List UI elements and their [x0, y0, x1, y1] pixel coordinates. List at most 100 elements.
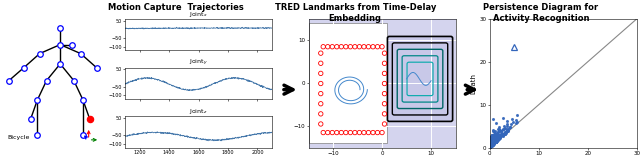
Point	[490, 136, 500, 139]
Point	[490, 130, 500, 132]
Point	[494, 129, 504, 132]
Point	[487, 144, 497, 146]
Point	[488, 143, 499, 146]
Point	[486, 135, 496, 137]
Point	[486, 143, 497, 145]
Point	[487, 142, 497, 145]
Point	[503, 129, 513, 132]
Point	[486, 144, 496, 147]
Point	[486, 143, 496, 146]
Point	[485, 145, 495, 148]
Point	[316, 82, 326, 85]
Point	[497, 133, 507, 135]
Point	[499, 133, 509, 135]
Point	[488, 118, 498, 120]
Point	[491, 139, 501, 142]
Point	[490, 139, 500, 142]
Point	[502, 122, 512, 125]
Point	[490, 141, 500, 143]
Point	[498, 133, 508, 135]
Point	[318, 131, 328, 134]
Point	[496, 133, 506, 135]
Point	[484, 146, 495, 149]
Point	[485, 139, 495, 142]
Point	[491, 139, 501, 141]
Point	[493, 134, 504, 137]
Point	[486, 141, 497, 144]
Point	[336, 46, 346, 48]
Point	[485, 141, 495, 143]
Point	[499, 131, 509, 133]
Point	[486, 145, 497, 147]
Point	[487, 134, 497, 136]
Point	[499, 128, 509, 131]
Point	[501, 131, 511, 133]
Point	[489, 140, 499, 143]
Point	[497, 132, 508, 134]
Point	[493, 137, 504, 140]
Point	[488, 143, 498, 145]
Point	[350, 131, 360, 134]
Point	[485, 143, 495, 146]
Point	[488, 141, 498, 144]
Point	[484, 144, 495, 147]
Point	[487, 142, 497, 145]
Point	[491, 140, 501, 143]
Point	[488, 143, 498, 146]
Point	[486, 144, 497, 146]
Point	[492, 139, 502, 141]
Point	[486, 136, 497, 138]
Point	[496, 135, 506, 137]
Point	[488, 143, 499, 145]
Point	[486, 145, 496, 147]
Point	[485, 146, 495, 148]
Point	[487, 144, 497, 146]
Point	[493, 134, 503, 136]
Point	[484, 140, 495, 142]
Title: Joint$_y$: Joint$_y$	[189, 57, 208, 68]
Point	[484, 144, 495, 146]
Point	[380, 82, 390, 85]
Point	[492, 137, 502, 139]
Point	[500, 133, 510, 135]
Point	[485, 145, 495, 147]
Point	[493, 128, 503, 131]
Point	[486, 140, 496, 142]
Point	[486, 139, 496, 141]
Point	[502, 129, 513, 131]
Point	[316, 103, 326, 105]
Point	[495, 130, 505, 133]
Point	[485, 145, 495, 147]
Point	[490, 140, 500, 142]
Point	[489, 142, 499, 145]
Point	[485, 146, 495, 148]
Point	[489, 141, 499, 143]
Point	[493, 133, 504, 136]
Point	[316, 62, 326, 65]
Point	[485, 137, 495, 139]
Point	[488, 133, 498, 136]
Point	[485, 145, 495, 147]
FancyBboxPatch shape	[387, 36, 453, 122]
Point	[493, 136, 503, 139]
Point	[490, 141, 500, 143]
Point	[327, 131, 337, 134]
Point	[488, 134, 498, 136]
Point	[332, 46, 342, 48]
Point	[364, 46, 374, 48]
Point	[368, 131, 378, 134]
Point	[506, 123, 516, 125]
Point	[486, 141, 496, 144]
Point	[327, 46, 337, 48]
Point	[492, 140, 502, 142]
Point	[489, 140, 499, 142]
Point	[490, 141, 500, 144]
Point	[497, 128, 508, 131]
Point	[488, 140, 498, 143]
Point	[486, 136, 496, 138]
Point	[489, 142, 499, 144]
Point	[485, 145, 495, 148]
Point	[490, 141, 500, 143]
Point	[380, 123, 390, 125]
Point	[488, 137, 498, 140]
